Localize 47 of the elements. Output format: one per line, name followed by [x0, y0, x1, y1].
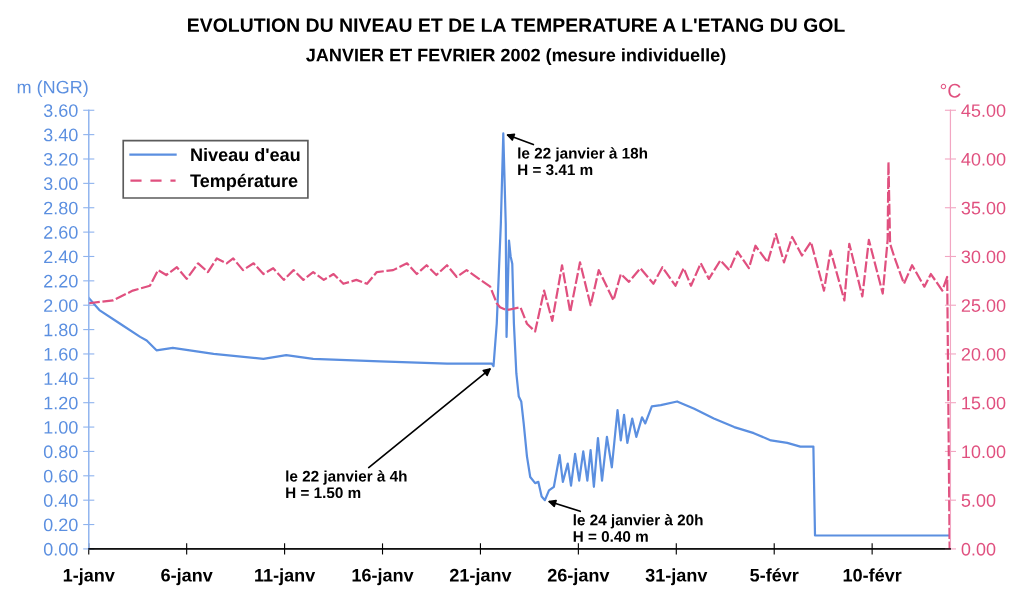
y-tick-label: 1.00: [44, 421, 78, 434]
y2-tick-label: 15.00: [962, 396, 1006, 410]
y2-tick-label: 10.00: [962, 445, 1006, 459]
y-tick-label: 3.00: [43, 177, 78, 191]
legend-label: Température: [190, 173, 298, 191]
y-tick-label: 0.40: [43, 494, 78, 507]
y-tick-label: 0.80: [43, 445, 78, 459]
y2-tick-label: 35.00: [961, 201, 1006, 215]
y2-axis-title: °C: [940, 83, 961, 98]
annotation: le 22 janvier à 18h H = 3.41 m: [518, 147, 648, 176]
x-tick-label: 16-janv: [352, 568, 414, 586]
annotation: le 24 janvier à 20h H = 0.40 m: [573, 514, 703, 542]
chart-subtitle: JANVIER ET FEVRIER 2002 (mesure individuelle): [306, 48, 726, 66]
y2-tick-label: 40.00: [961, 152, 1006, 166]
y-tick-label: 2.80: [44, 201, 78, 215]
legend-label: Niveau d'eau: [191, 147, 300, 162]
y2-tick-label: 5.00: [961, 494, 996, 507]
x-tick-label: 31-janv: [645, 568, 708, 586]
y2-tick-label: 20.00: [961, 347, 1006, 361]
chart-title: EVOLUTION DU NIVEAU ET DE LA TEMPERATURE A L'ETANG DU GOL: [188, 18, 845, 33]
x-tick-label: 1-janv: [63, 568, 115, 586]
y2-tick-label: 0.00: [961, 542, 996, 556]
y-axis-title: m (NGR): [17, 80, 88, 98]
x-tick-label: 10-févr: [843, 568, 902, 582]
y-tick-label: 1.60: [44, 347, 78, 361]
y-tick-label: 2.40: [44, 250, 78, 264]
x-tick-label: 21-janv: [449, 568, 512, 586]
annotation: le 22 janvier à 4h H = 1.50 m: [286, 470, 407, 499]
y2-tick-label: 30.00: [961, 250, 1006, 264]
y-tick-label: 3.20: [43, 152, 78, 166]
y-tick-label: 0.00: [43, 542, 78, 556]
y-tick-label: 1.20: [44, 396, 78, 410]
x-tick-label: 11-janv: [255, 568, 316, 586]
y-tick-label: 3.40: [43, 128, 78, 142]
y-tick-label: 3.60: [43, 104, 78, 117]
y2-tick-label: 25.00: [961, 299, 1006, 312]
y-tick-label: 2.00: [44, 299, 78, 312]
y-tick-label: 2.20: [44, 274, 78, 288]
y-tick-label: 1.80: [44, 323, 78, 337]
x-tick-label: 6-janv: [161, 568, 213, 586]
y-tick-label: 0.20: [43, 518, 78, 532]
y2-tick-label: 45.00: [961, 104, 1006, 117]
x-tick-label: 5-févr: [750, 568, 799, 582]
y-tick-label: 1.40: [44, 372, 78, 386]
y-tick-label: 0.60: [43, 469, 78, 483]
x-tick-label: 26-janv: [547, 568, 610, 586]
y-tick-label: 2.60: [44, 226, 78, 239]
